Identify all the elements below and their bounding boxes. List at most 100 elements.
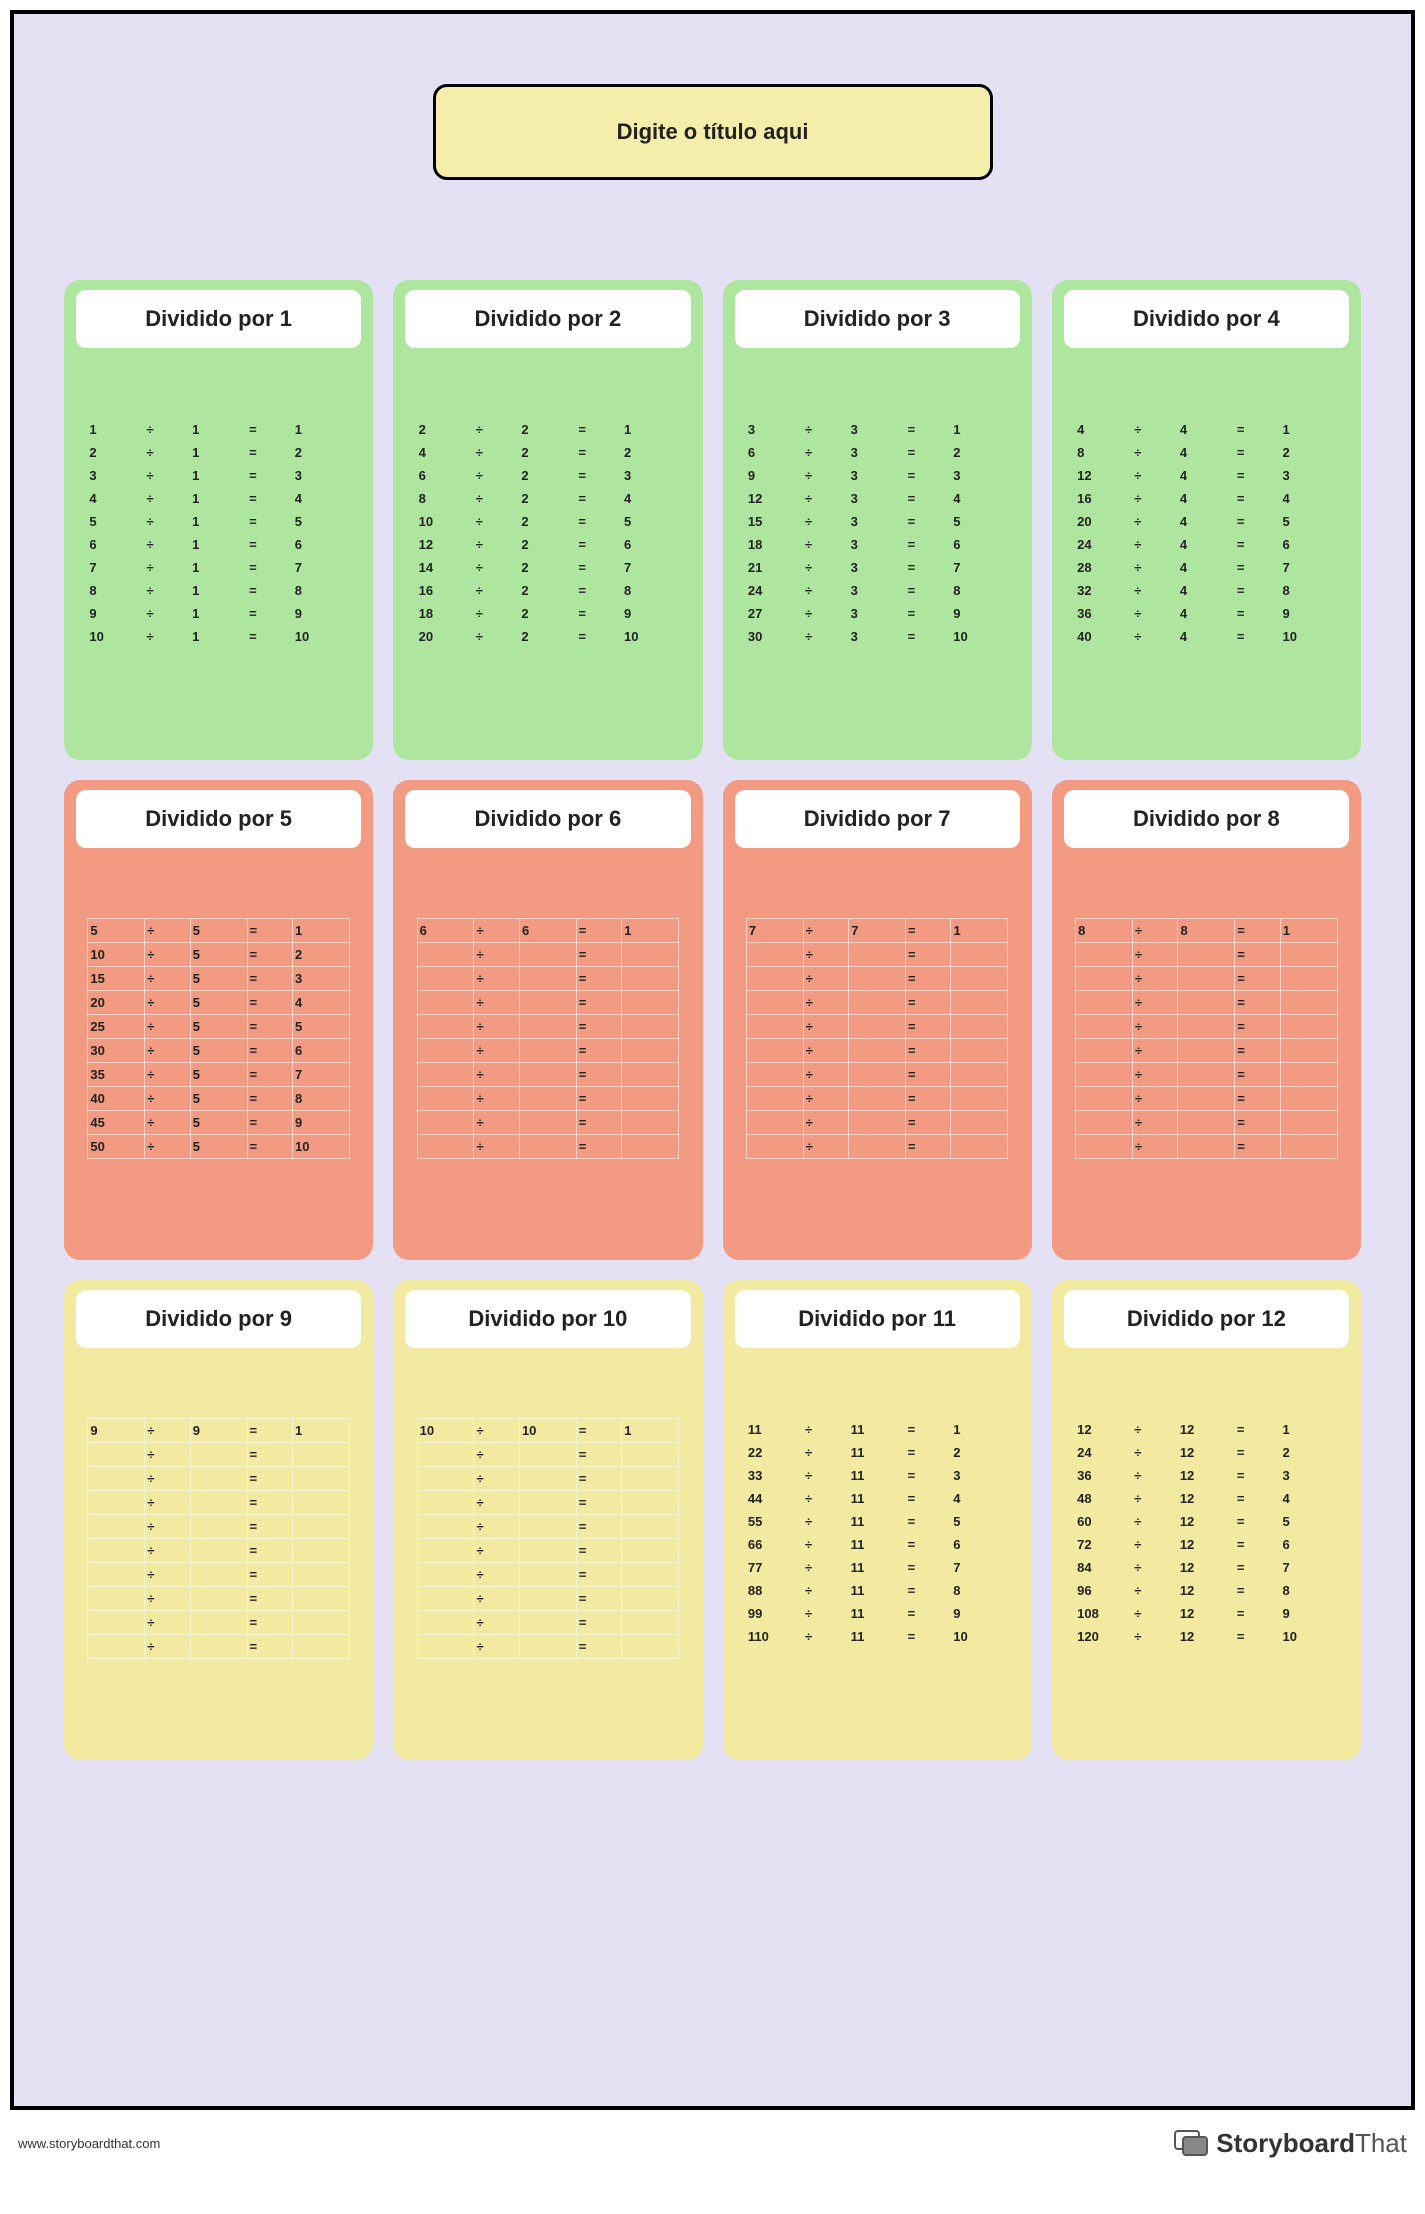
cell bbox=[746, 1039, 803, 1063]
cell bbox=[519, 1467, 576, 1491]
cell: = bbox=[906, 967, 951, 991]
cell: 5 bbox=[190, 1039, 247, 1063]
cell: ÷ bbox=[1132, 441, 1178, 464]
cell bbox=[292, 1563, 349, 1587]
cell: = bbox=[576, 1563, 621, 1587]
cell: 10 bbox=[951, 625, 1008, 648]
table-row: ÷= bbox=[417, 943, 678, 967]
cell: 11 bbox=[849, 1464, 906, 1487]
cell: 6 bbox=[951, 533, 1008, 556]
cell: ÷ bbox=[144, 464, 190, 487]
cell bbox=[519, 1515, 576, 1539]
cell: ÷ bbox=[803, 1063, 848, 1087]
cell: 1 bbox=[1281, 418, 1338, 441]
cell: 55 bbox=[746, 1510, 803, 1533]
table-row: ÷= bbox=[1076, 1135, 1337, 1159]
cell bbox=[622, 1039, 679, 1063]
cell: ÷ bbox=[1132, 1039, 1177, 1063]
cell: ÷ bbox=[1132, 1533, 1178, 1556]
cell: = bbox=[576, 919, 621, 943]
cell bbox=[951, 991, 1008, 1015]
cell bbox=[1280, 1039, 1337, 1063]
cell: 4 bbox=[1178, 487, 1235, 510]
division-card-5: Dividido por 55÷5=110÷5=215÷5=320÷5=425÷… bbox=[64, 780, 373, 1260]
cell: 48 bbox=[1075, 1487, 1132, 1510]
table-row: 8÷2=4 bbox=[417, 487, 679, 510]
cell: = bbox=[576, 579, 622, 602]
cell: = bbox=[576, 602, 622, 625]
table-row: 24÷3=8 bbox=[746, 579, 1008, 602]
cell: = bbox=[1235, 1602, 1281, 1625]
table-row: ÷= bbox=[88, 1587, 349, 1611]
cell bbox=[88, 1539, 145, 1563]
cell: ÷ bbox=[474, 1087, 519, 1111]
cell: = bbox=[576, 1587, 621, 1611]
cell: = bbox=[1235, 625, 1281, 648]
cell: ÷ bbox=[1132, 1625, 1178, 1648]
cell: ÷ bbox=[145, 1087, 190, 1111]
cell: ÷ bbox=[145, 1111, 190, 1135]
cell: = bbox=[247, 579, 293, 602]
table-row: 6÷1=6 bbox=[87, 533, 349, 556]
cell: 2 bbox=[519, 510, 576, 533]
cell: = bbox=[247, 1063, 292, 1087]
cell bbox=[1178, 991, 1235, 1015]
cell bbox=[622, 1135, 679, 1159]
cell: = bbox=[576, 487, 622, 510]
cell: 4 bbox=[951, 487, 1008, 510]
cell: 10 bbox=[417, 1419, 474, 1443]
cell: ÷ bbox=[1132, 943, 1177, 967]
cell: 2 bbox=[951, 441, 1008, 464]
table-row: ÷= bbox=[417, 1467, 678, 1491]
cell: 4 bbox=[293, 487, 350, 510]
cell: = bbox=[906, 1625, 952, 1648]
cell: = bbox=[906, 602, 952, 625]
cell bbox=[519, 1491, 576, 1515]
table-row: 50÷5=10 bbox=[88, 1135, 349, 1159]
table-row: ÷= bbox=[1076, 1015, 1337, 1039]
cell bbox=[1076, 1111, 1133, 1135]
cell: 60 bbox=[1075, 1510, 1132, 1533]
cell bbox=[622, 1015, 679, 1039]
cell: 5 bbox=[190, 1015, 247, 1039]
cell bbox=[417, 1039, 474, 1063]
cell: ÷ bbox=[803, 1111, 848, 1135]
cell: = bbox=[1235, 1063, 1280, 1087]
table-row: ÷= bbox=[746, 1063, 1007, 1087]
cards-grid: Dividido por 11÷1=12÷1=23÷1=34÷1=45÷1=56… bbox=[64, 280, 1361, 1760]
cell: ÷ bbox=[474, 487, 520, 510]
cell bbox=[1280, 1063, 1337, 1087]
cell: 2 bbox=[519, 556, 576, 579]
cell: 4 bbox=[1178, 556, 1235, 579]
cell: ÷ bbox=[803, 487, 849, 510]
cell: 9 bbox=[88, 1419, 145, 1443]
cell: ÷ bbox=[145, 1611, 190, 1635]
cell bbox=[1178, 1111, 1235, 1135]
cell: ÷ bbox=[803, 602, 849, 625]
cell: ÷ bbox=[803, 1625, 849, 1648]
cell: 32 bbox=[1075, 579, 1132, 602]
cell: 3 bbox=[849, 602, 906, 625]
cell bbox=[519, 1587, 576, 1611]
cell: 18 bbox=[417, 602, 474, 625]
table-row: ÷= bbox=[88, 1491, 349, 1515]
cell bbox=[519, 1563, 576, 1587]
cell: 4 bbox=[1281, 1487, 1338, 1510]
cell: ÷ bbox=[1132, 533, 1178, 556]
cell bbox=[190, 1515, 247, 1539]
cell bbox=[519, 1611, 576, 1635]
title-box[interactable]: Digite o título aqui bbox=[433, 84, 993, 180]
cell bbox=[88, 1587, 145, 1611]
division-table: 4÷4=18÷4=212÷4=316÷4=420÷4=524÷4=628÷4=7… bbox=[1075, 418, 1337, 648]
cell bbox=[88, 1611, 145, 1635]
division-card-3: Dividido por 33÷3=16÷3=29÷3=312÷3=415÷3=… bbox=[723, 280, 1032, 760]
cell: = bbox=[1235, 967, 1280, 991]
cell: 2 bbox=[519, 464, 576, 487]
cell: 8 bbox=[292, 1087, 349, 1111]
cell bbox=[622, 1635, 679, 1659]
cell: = bbox=[247, 1111, 292, 1135]
cell: = bbox=[1235, 579, 1281, 602]
cell bbox=[622, 1491, 679, 1515]
cell: 1 bbox=[190, 556, 247, 579]
table-row: 15÷5=3 bbox=[88, 967, 349, 991]
